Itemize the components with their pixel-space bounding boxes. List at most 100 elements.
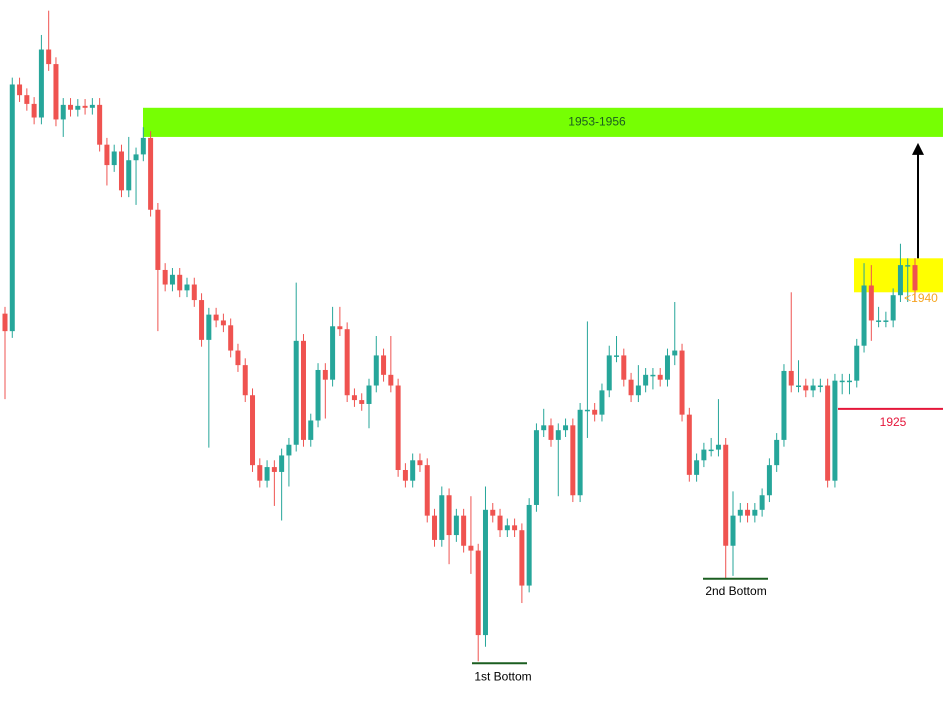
candle-body: [220, 320, 226, 326]
candle-body: [533, 430, 539, 505]
candle-body: [2, 313, 8, 332]
candle-body: [184, 284, 190, 291]
candle-body: [519, 530, 525, 586]
candle-body: [293, 340, 299, 445]
candle-body: [606, 355, 612, 391]
candle-body: [206, 314, 212, 340]
candle-body: [905, 265, 911, 267]
candle-body: [388, 374, 394, 386]
level-label: 2nd Bottom: [705, 584, 766, 598]
candle-body: [759, 495, 765, 510]
candle-body: [635, 385, 641, 396]
candle-body: [868, 285, 874, 321]
candle-body: [788, 370, 794, 386]
candle-body: [876, 320, 882, 322]
zone-label: 1953-1956: [568, 115, 626, 129]
candle-body: [228, 325, 234, 351]
candle-body: [563, 425, 569, 431]
candle-body: [657, 374, 663, 380]
level-label: 1st Bottom: [474, 669, 531, 683]
candle-body: [424, 465, 430, 516]
candle-body: [883, 320, 889, 322]
candle-body: [322, 369, 328, 380]
candle-body: [912, 265, 918, 291]
candle-body: [133, 154, 139, 161]
candle-body: [250, 395, 256, 466]
level-label: 1925: [880, 415, 907, 429]
candle-body: [432, 515, 438, 540]
candle-body: [810, 385, 816, 391]
candle-body: [621, 355, 627, 380]
candle-body: [169, 274, 175, 285]
candle-body: [672, 350, 678, 356]
candle-body: [410, 460, 416, 481]
candle-body: [708, 449, 714, 452]
candle-body: [796, 385, 802, 388]
candle-body: [468, 545, 474, 551]
candle-body: [584, 409, 590, 412]
candle-body: [97, 104, 103, 145]
candle-body: [359, 400, 365, 404]
candle-body: [286, 444, 292, 456]
candle-body: [453, 515, 459, 536]
candle-body: [381, 355, 387, 375]
candle-body: [366, 385, 372, 404]
candle-body: [126, 160, 132, 191]
candle-body: [337, 326, 343, 330]
candle-body: [162, 269, 168, 285]
candle-body: [264, 467, 270, 481]
candle-body: [351, 395, 357, 401]
candle-body: [257, 465, 263, 481]
candle-body: [148, 137, 154, 210]
candle-body: [701, 449, 707, 461]
candle-body: [541, 425, 547, 431]
arrow-head: [912, 142, 924, 155]
candle-body: [155, 209, 161, 270]
candle-body: [235, 350, 241, 366]
candle-body: [504, 525, 510, 531]
candle-body: [686, 414, 692, 475]
candle-body: [461, 515, 467, 546]
candle-body: [846, 380, 852, 383]
candle-body: [497, 515, 503, 531]
candle-body: [60, 104, 66, 120]
candle-body: [373, 355, 379, 386]
candle-body: [104, 144, 110, 166]
candle-body: [279, 455, 285, 472]
candle-body: [723, 444, 729, 546]
candle-body: [475, 550, 481, 636]
candle-body: [300, 340, 306, 440]
candle-body: [82, 105, 88, 108]
candle-body: [599, 390, 605, 415]
candle-body: [766, 465, 772, 496]
candle-body: [177, 274, 183, 291]
candle-body: [861, 285, 867, 346]
candle-body: [402, 470, 408, 481]
zone-label: <1940: [904, 291, 938, 305]
candle-body: [89, 104, 95, 108]
candle-body: [694, 460, 700, 475]
candle-body: [570, 425, 576, 496]
candle-body: [897, 265, 903, 296]
candle-body: [679, 350, 685, 415]
candle-body: [46, 49, 52, 65]
candle-body: [38, 49, 44, 118]
candle-body: [752, 509, 758, 516]
candle-body: [577, 409, 583, 496]
candle-body: [774, 439, 780, 466]
candle-body: [213, 314, 219, 321]
candle-body: [344, 329, 350, 396]
candle-body: [395, 385, 401, 470]
candle-body: [68, 104, 74, 110]
candle-body: [817, 385, 823, 388]
price-zone: [143, 107, 943, 137]
candle-body: [271, 467, 277, 472]
candle-body: [482, 509, 488, 636]
candle-body: [643, 374, 649, 386]
candle-body: [199, 300, 205, 340]
candle-body: [854, 345, 860, 381]
candle-body: [315, 369, 321, 421]
candle-body: [526, 504, 532, 586]
candle-body: [745, 509, 751, 516]
